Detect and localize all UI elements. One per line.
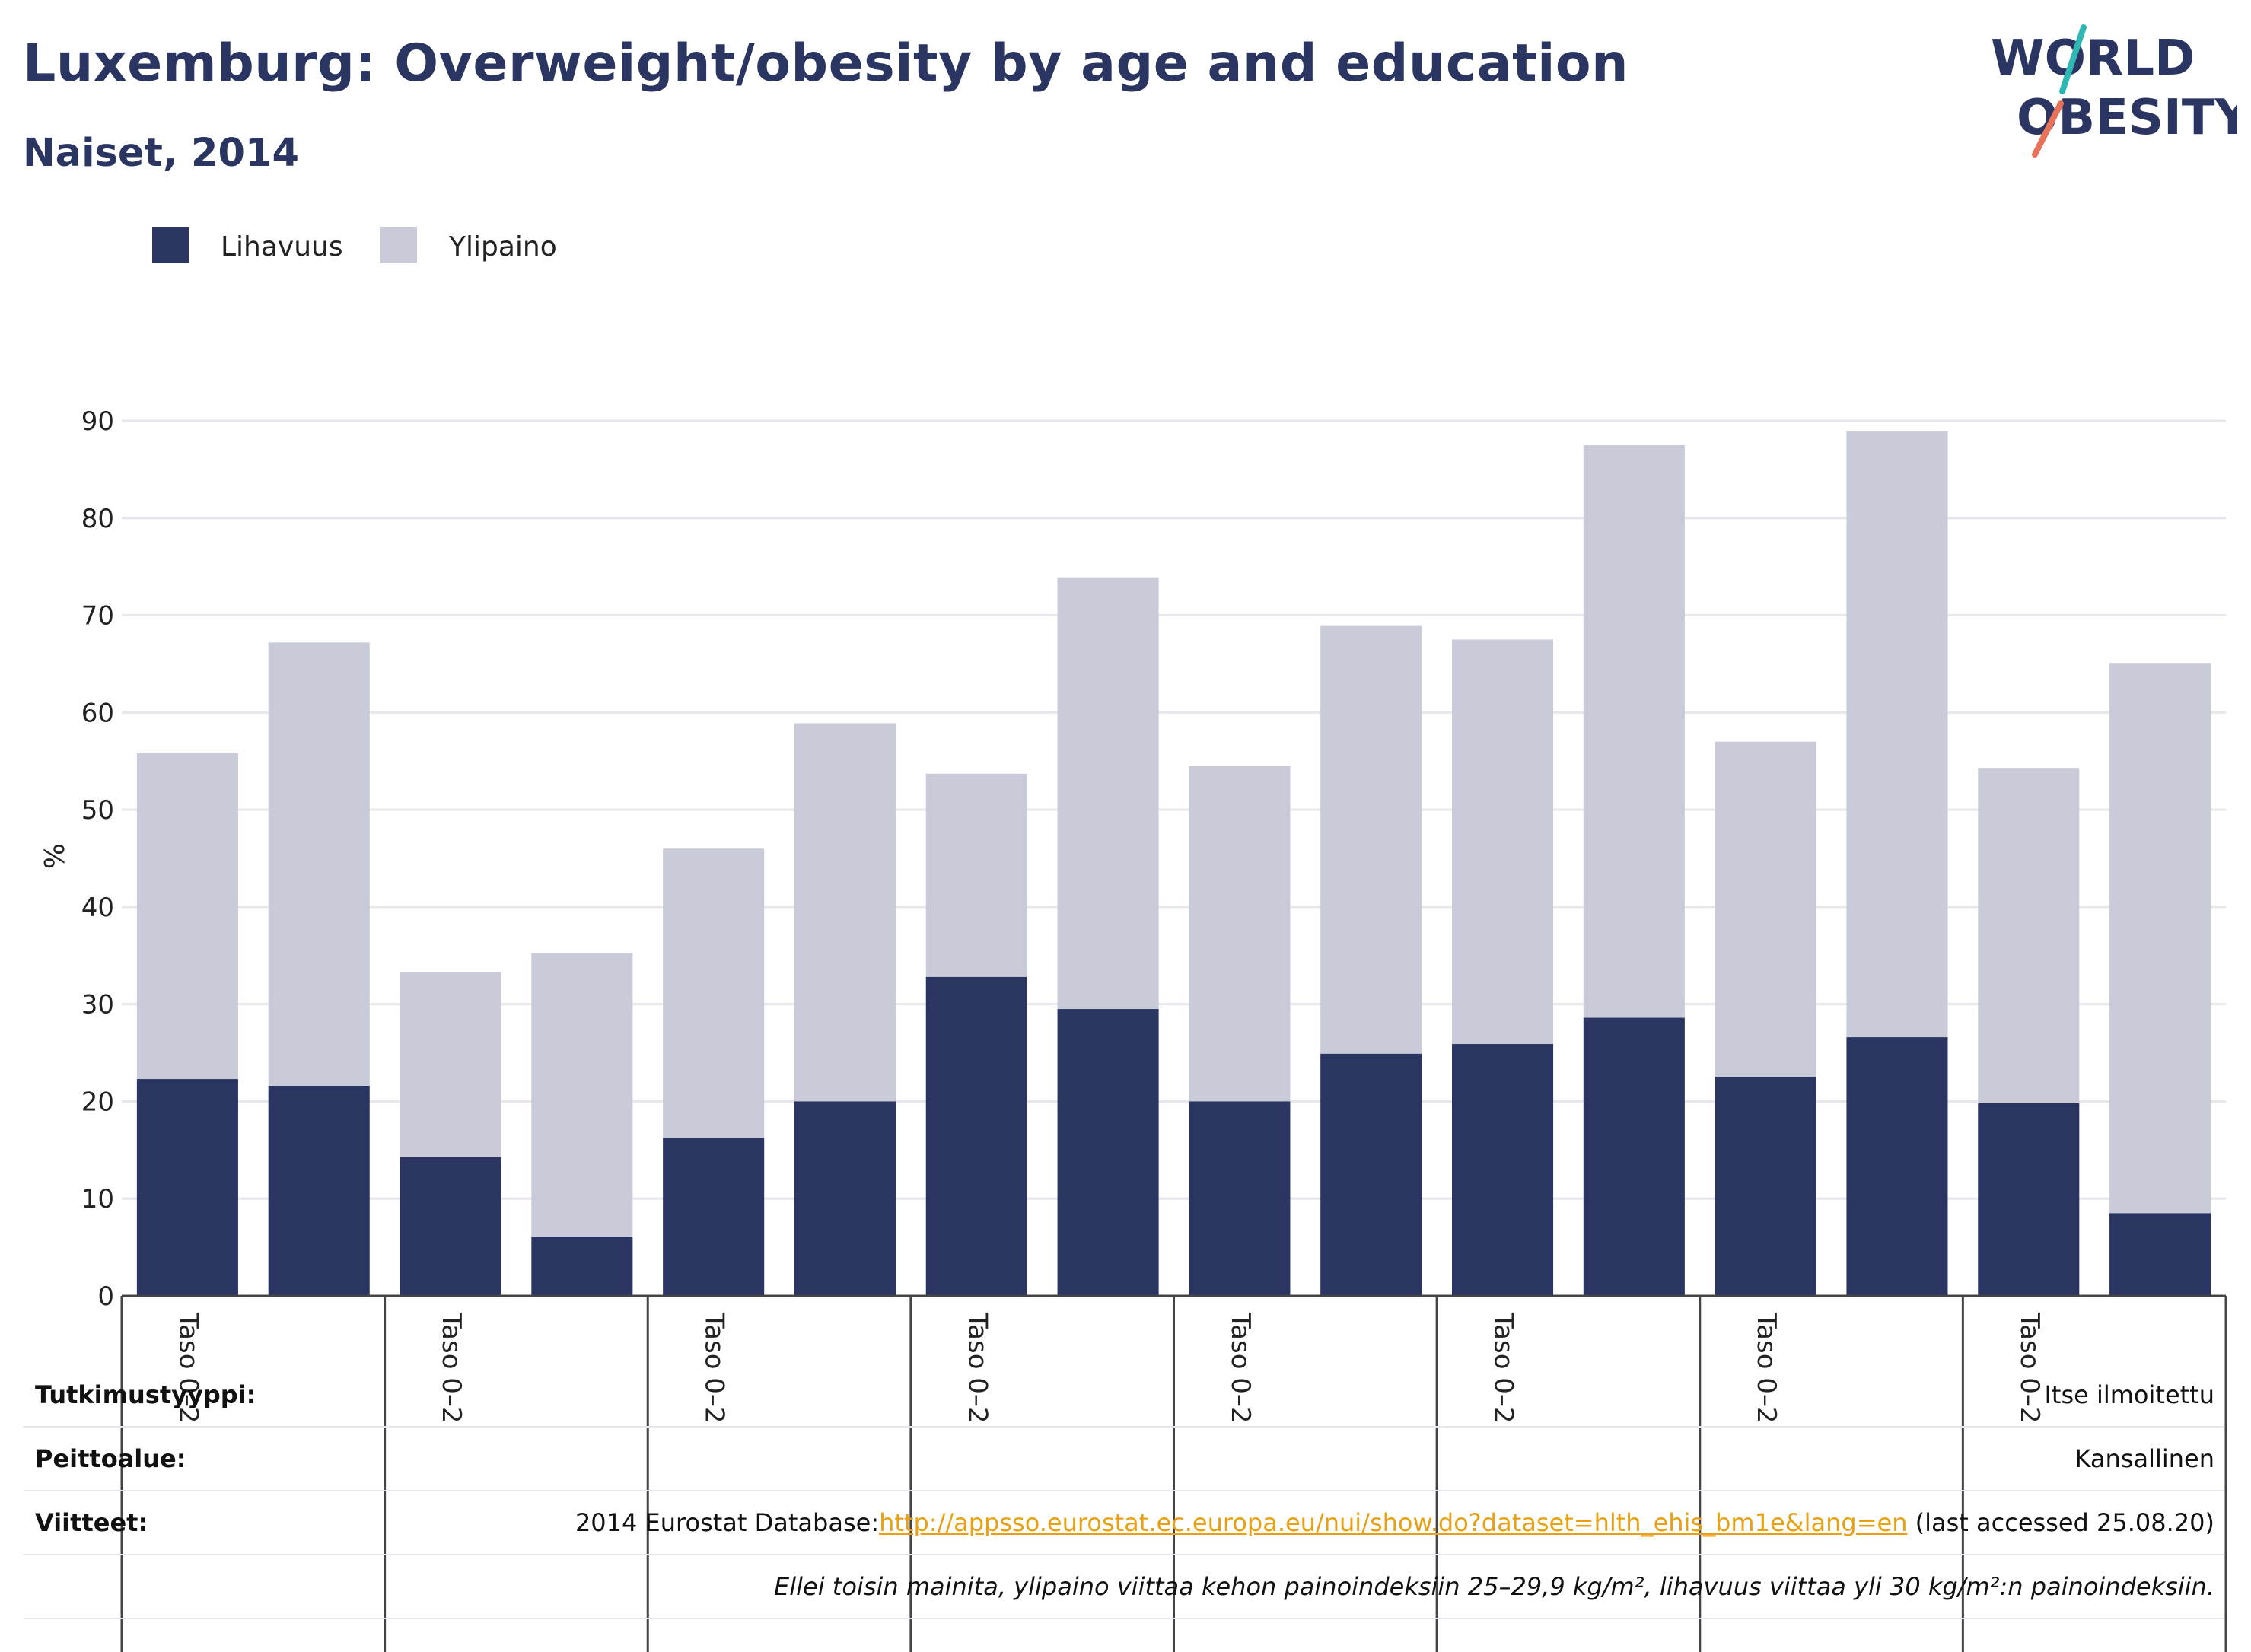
bar-overweight [268,642,370,1086]
legend: Lihavuus Ylipaino [152,227,557,263]
bar-obesity [1451,1044,1554,1296]
reference-suffix: (last accessed 25.08.20) [1907,1508,2214,1537]
logo-stroke-teal [2059,24,2087,94]
bar-obesity [1715,1077,1816,1296]
x-category-label: Taso 0–2 [699,1312,730,1424]
bar-obesity [136,1079,238,1296]
category-labels: Taso 0–2 Taso 0–2 Taso 0–2 Taso 0–2 Taso 0–2… [173,1312,2044,1424]
bar-overweight [1189,766,1291,1102]
bar-obesity [1846,1037,1948,1296]
footer-row-study-type: Tutkimustyyppi: Itse ilmoitettu [23,1364,2224,1428]
legend-label-obesity: Lihavuus [221,231,343,263]
x-category-label: Taso 0–2 [436,1312,466,1424]
chart-subtitle: Naiset, 2014 [23,131,299,176]
world-obesity-logo: WORLD OBESITY [1991,24,2237,158]
bar-overweight [1320,625,1422,1054]
reference-prefix: 2014 Eurostat Database: [575,1508,880,1537]
axes: 0 10 20 30 40 50 60 70 80 90 [81,406,2227,1652]
bar-obesity [1057,1009,1159,1296]
bar-obesity [1583,1017,1685,1296]
bar-obesity [1320,1053,1422,1296]
bar-obesity [925,976,1027,1296]
x-category-label: Taso 0–2 [1751,1312,1781,1424]
y-tick-label: 40 [81,893,114,923]
study-type-label: Tutkimustyyppi: [35,1380,256,1409]
references-value: 2014 Eurostat Database:http://appsso.eur… [575,1508,2214,1537]
bar-obesity [400,1157,501,1296]
bar-obesity [794,1101,896,1296]
x-category-label: Taso 0–2 [2014,1312,2045,1424]
bar-overweight [1583,444,1685,1018]
bar-overweight [1057,577,1159,1010]
footer-row-coverage: Peittoalue: Kansallinen [23,1428,2224,1491]
bar-overweight [794,723,896,1102]
coverage-value: Kansallinen [2074,1444,2214,1473]
legend-swatch-overweight [380,227,417,263]
bar-overweight [1451,639,1554,1045]
chart-title: Luxemburg: Overweight/obesity by age and… [23,33,1629,94]
bar-overweight [925,773,1027,977]
bar-obesity [268,1086,370,1296]
y-tick-label: 50 [81,795,114,826]
bar-overweight [1715,741,1816,1077]
y-tick-label: 60 [81,698,114,728]
references-label: Viitteet: [35,1508,148,1537]
bar-obesity [1978,1103,2080,1296]
y-axis-label: % [37,843,68,869]
y-tick-label: 90 [81,406,114,437]
x-category-label: Taso 0–2 [173,1312,203,1424]
bar-overweight [1978,768,2080,1103]
legend-swatch-obesity [152,227,189,263]
y-tick-label: 30 [81,990,114,1020]
bar-overweight [1846,431,1948,1038]
y-tick-label: 70 [81,601,114,632]
bar-overweight [531,952,633,1237]
coverage-label: Peittoalue: [35,1444,186,1473]
footer-row-references: Viitteet: 2014 Eurostat Database:http://… [23,1491,2224,1555]
bar-overweight [400,972,501,1157]
y-tick-label: 20 [81,1087,114,1117]
x-category-label: Taso 0–2 [1225,1312,1256,1424]
legend-label-overweight: Ylipaino [448,231,557,263]
definition-note: Ellei toisin mainita, ylipaino viittaa k… [774,1572,2214,1601]
bar-obesity [2109,1213,2211,1296]
bar-overweight [136,753,238,1080]
footer-row-note: Ellei toisin mainita, ylipaino viittaa k… [23,1555,2224,1619]
bar-overweight [2109,663,2211,1214]
reference-link[interactable]: http://appsso.eurostat.ec.europa.eu/nui/… [879,1508,1908,1537]
logo-stroke-red [2032,100,2064,158]
y-tick-label: 0 [97,1281,114,1312]
bar-overweight [663,848,765,1138]
bar-obesity [531,1237,633,1296]
x-category-label: Taso 0–2 [1488,1312,1519,1424]
y-tick-label: 10 [81,1184,114,1214]
study-type-value: Itse ilmoitettu [2044,1380,2214,1409]
footer-table: Tutkimustyyppi: Itse ilmoitettu Peittoal… [23,1364,2224,1619]
y-tick-label: 80 [81,504,114,534]
x-category-label: Taso 0–2 [962,1312,992,1424]
bar-obesity [1189,1101,1291,1296]
bars [136,431,2211,1296]
logo-line1: WORLD [1991,30,2195,87]
bar-obesity [663,1138,765,1296]
